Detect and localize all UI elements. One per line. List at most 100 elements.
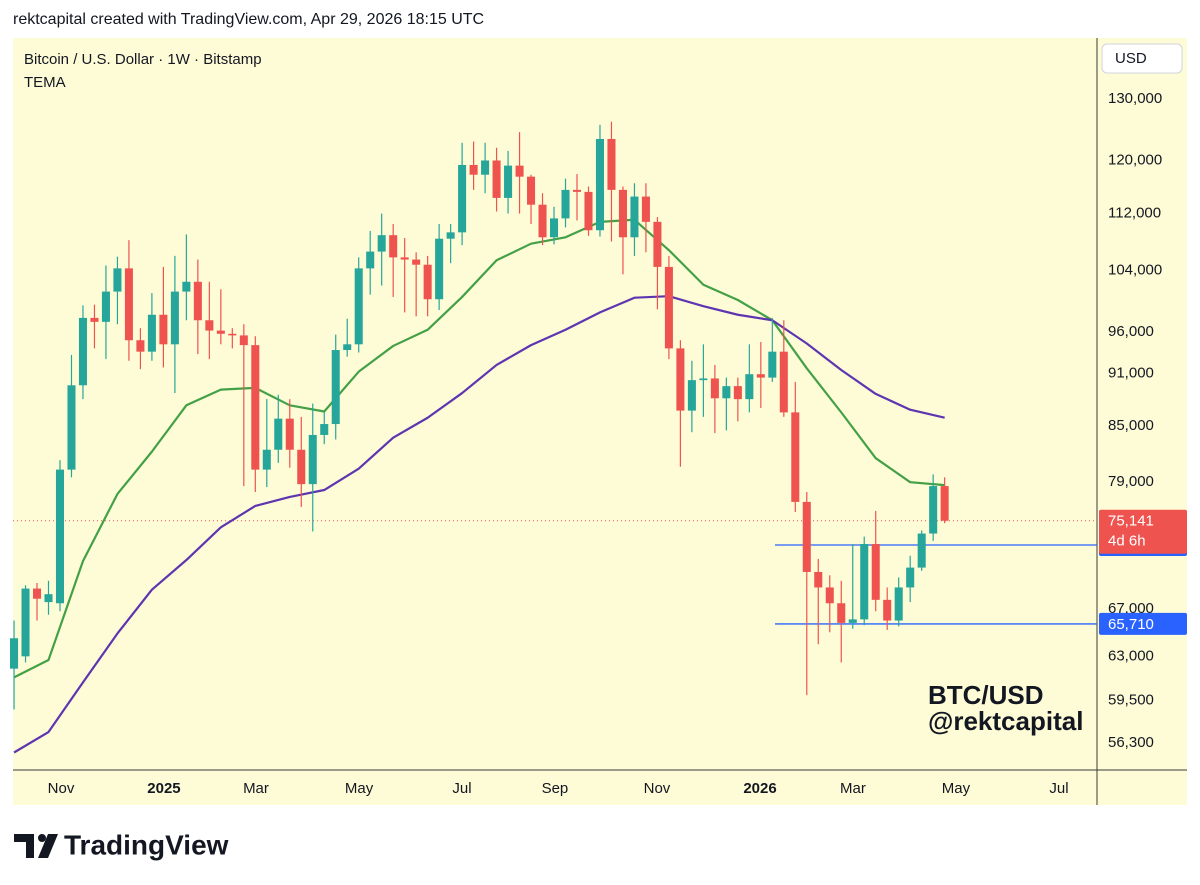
last-price-label: 75,141 [1108,513,1154,530]
y-tick-label: 79,000 [1108,473,1154,490]
candle-body [136,340,145,352]
header-text: rektcapital created with TradingView.com… [13,11,484,28]
footer-logo-icon [14,834,58,858]
level-label: 65,710 [1108,616,1154,633]
candle-body [745,374,754,400]
candle-body [837,603,846,623]
candle-body [848,619,857,623]
candle-body [860,544,869,620]
x-tick-label: Sep [542,780,569,797]
candle-body [504,165,513,198]
candle-body [170,291,179,345]
candle-body [676,348,685,411]
candle-body [630,196,639,238]
candle-body [595,138,605,231]
candle-body [55,469,65,604]
candle-body [699,378,708,381]
x-tick-label: 2025 [147,780,180,797]
last-price-box [1099,509,1187,554]
candle-body [653,221,662,267]
footer-logo-text: TradingView [64,829,229,860]
candle-body [722,386,731,399]
candle-body [814,571,823,588]
candle-body [515,165,524,177]
currency-label: USD [1115,50,1147,67]
candle-body [274,418,283,450]
candle-body [538,204,547,238]
marks [10,121,1097,754]
x-tick-label: Nov [48,780,75,797]
candle-body [469,164,478,175]
x-tick-label: Nov [644,780,671,797]
candle-body [32,588,42,599]
last-price-countdown: 4d 6h [1108,533,1146,550]
candle-body [228,333,237,336]
candle-body [550,218,559,238]
candle-body [527,176,536,205]
candle-body [251,345,260,470]
candle-body [67,385,76,470]
candle-body [687,380,696,411]
candle-body [205,320,214,331]
candle-body [216,330,225,334]
x-tick-label: May [942,780,971,797]
annotation: BTC/USD [928,680,1044,710]
candle-body [871,544,880,600]
y-tick-label: 96,000 [1108,323,1154,340]
candle-body [239,335,248,346]
y-tick-label: 104,000 [1108,262,1162,279]
x-tick-label: Mar [243,780,269,797]
candle-body [756,374,765,378]
candle-body [389,235,398,258]
candle-body [377,235,386,252]
candle-body [607,138,616,190]
candle-body [492,160,501,198]
y-tick-label: 130,000 [1108,90,1162,107]
annotation: @rektcapital [928,706,1083,736]
y-tick-label: 85,000 [1108,417,1154,434]
candle-body [193,281,202,321]
y-tick-label: 91,000 [1108,364,1154,381]
candle-body [44,594,53,603]
tema-line [13,295,945,754]
candle-body [423,264,432,300]
x-tick-label: Mar [840,780,866,797]
x-tick-label: Jul [452,780,471,797]
candle-body [366,251,375,269]
x-tick-label: 2026 [743,780,776,797]
candle-body [894,587,903,621]
candle-body [285,418,294,450]
y-tick-label: 63,000 [1108,647,1154,664]
candle-body [802,501,811,572]
candle-body [113,268,122,292]
candle-body [446,232,455,239]
candle-body [262,449,271,470]
candle-body [308,434,317,485]
x-tick-label: May [345,780,374,797]
candle-body [78,317,87,386]
candle-body [101,291,110,322]
candle-body [343,344,352,351]
y-tick-label: 112,000 [1108,205,1161,222]
candle-body [664,266,673,349]
candle-body [354,268,363,345]
candle-body [917,533,926,568]
candle-body [320,424,329,435]
chart-title: Bitcoin / U.S. Dollar · 1W · Bitstamp [24,51,262,68]
candle-body [458,164,467,233]
candle-body [331,350,340,425]
candle-body [572,189,582,192]
x-tick-label: Jul [1049,780,1068,797]
candle-body [561,189,570,219]
candle-body [182,281,191,292]
tema-line [13,218,945,679]
candle-body [768,351,777,378]
currency-box[interactable] [1101,43,1183,74]
candle-body [906,567,915,588]
y-tick-label: 59,500 [1108,691,1154,708]
candle-body [159,314,168,345]
y-tick-label: 120,000 [1108,151,1162,168]
candle-body [929,486,938,534]
candle-body [481,160,490,175]
